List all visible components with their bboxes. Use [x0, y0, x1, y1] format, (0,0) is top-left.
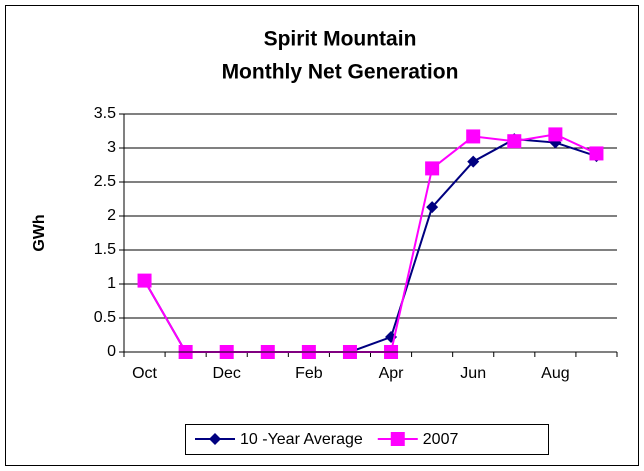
data-point	[466, 129, 481, 144]
y-tick-label: 0	[107, 343, 116, 360]
x-tick-label: Apr	[379, 365, 405, 382]
legend-box	[185, 424, 549, 455]
legend-marker	[390, 432, 405, 446]
y-tick-label: 1.5	[94, 241, 116, 258]
y-tick-label: 0.5	[94, 309, 116, 326]
chart-border	[5, 5, 639, 466]
x-tick-label: Aug	[541, 365, 569, 382]
y-tick-label: 2	[107, 207, 116, 224]
y-tick-label: 3.5	[94, 105, 116, 122]
chart-title: Spirit Mountain	[264, 28, 417, 51]
data-point	[137, 273, 152, 288]
y-tick-label: 3	[107, 139, 116, 156]
data-point	[425, 161, 440, 176]
data-point	[467, 155, 480, 168]
y-tick-label: 1	[107, 275, 116, 292]
y-axis-label: GWh	[31, 214, 48, 251]
legend-label: 10 -Year Average	[240, 431, 363, 448]
data-point	[507, 134, 522, 149]
legend-marker	[209, 433, 221, 445]
x-tick-label: Oct	[132, 365, 157, 382]
x-tick-label: Dec	[212, 365, 240, 382]
y-tick-label: 2.5	[94, 173, 116, 190]
data-point	[548, 127, 563, 142]
data-point	[426, 201, 439, 214]
chart-subtitle: Monthly Net Generation	[222, 61, 459, 84]
data-point	[589, 146, 604, 161]
x-tick-label: Jun	[460, 365, 486, 382]
x-tick-label: Feb	[295, 365, 323, 382]
legend-label: 2007	[423, 431, 459, 448]
